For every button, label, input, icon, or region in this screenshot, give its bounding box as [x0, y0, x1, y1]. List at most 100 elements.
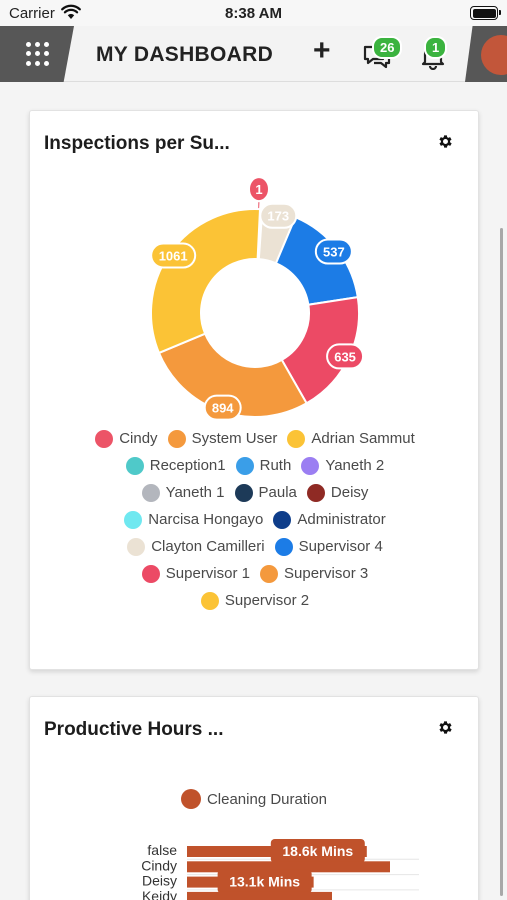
- legend-label: Cleaning Duration: [206, 790, 328, 808]
- legend-dot-icon: [306, 483, 325, 502]
- legend-label: Supervisor 3: [284, 565, 369, 582]
- legend-dot-icon: [141, 564, 160, 583]
- legend-label: Clayton Camilleri: [151, 538, 265, 555]
- legend-dot-icon: [234, 483, 253, 502]
- category-tick-label: Deisy: [142, 873, 177, 889]
- svg-text:173: 173: [267, 209, 289, 224]
- legend-label: Administrator: [297, 511, 386, 528]
- legend-label: Cindy: [119, 430, 158, 447]
- chart-legend: Cindy System User Adrian Sammut Reception1 R…: [30, 425, 480, 614]
- donut-data-label: 635: [326, 343, 365, 370]
- legend-label: Ruth: [259, 457, 292, 474]
- legend-item[interactable]: Reception1: [125, 456, 226, 475]
- bar-data-label: 18.6k Mins: [270, 839, 365, 863]
- inspections-card: Inspections per Su... 1 173 537 635 894 1061 …: [29, 110, 479, 670]
- legend-dot-icon: [274, 537, 293, 556]
- card-title: Productive Hours ...: [44, 719, 224, 740]
- bar[interactable]: [187, 861, 390, 873]
- legend-label: Yaneth 1: [165, 484, 225, 501]
- clock: 8:38 AM: [225, 5, 282, 22]
- legend-item[interactable]: Administrator: [273, 510, 386, 529]
- svg-text:537: 537: [323, 245, 345, 260]
- legend-item[interactable]: Supervisor 2: [200, 591, 310, 610]
- legend-dot-icon: [200, 591, 219, 610]
- svg-text:894: 894: [212, 401, 234, 416]
- battery-icon: [470, 6, 501, 20]
- profile-area[interactable]: [465, 26, 507, 82]
- legend-item[interactable]: Supervisor 1: [141, 564, 250, 583]
- legend-label: Paula: [258, 484, 297, 501]
- productive-hours-card: Productive Hours ... Cleaning Duration f…: [29, 696, 479, 900]
- donut-slice-supervisor-3[interactable]: [157, 332, 308, 418]
- legend-dot-icon: [235, 456, 254, 475]
- svg-text:18.6k Mins: 18.6k Mins: [282, 843, 353, 859]
- legend-item[interactable]: Ruth: [235, 456, 292, 475]
- status-bar: Carrier 8:38 AM: [0, 0, 507, 26]
- legend-item[interactable]: Paula: [234, 483, 297, 502]
- settings-gear-icon[interactable]: [437, 133, 454, 150]
- category-tick-label: Keidy: [142, 888, 177, 900]
- legend-item[interactable]: Cindy: [95, 429, 158, 448]
- legend-item[interactable]: Clayton Camilleri: [127, 537, 265, 556]
- svg-text:1: 1: [255, 182, 262, 197]
- wifi-icon: [61, 4, 81, 19]
- legend-item[interactable]: Narcisa Hongayo: [124, 510, 264, 529]
- donut-data-label: 894: [203, 394, 242, 421]
- svg-text:635: 635: [334, 349, 356, 364]
- donut-chart: 1 173 537 635 894 1061: [150, 176, 365, 421]
- svg-text:1061: 1061: [159, 249, 188, 264]
- bar-chart-legend: Cleaning Duration: [30, 789, 478, 809]
- app-grid-icon: [26, 42, 50, 66]
- legend-dot-icon: [124, 510, 143, 529]
- legend-label: Reception1: [149, 457, 226, 474]
- messages-count-badge: 26: [372, 36, 403, 59]
- legend-label: Narcisa Hongayo: [148, 511, 264, 528]
- legend-dot-icon: [125, 456, 144, 475]
- page-title: MY DASHBOARD: [96, 43, 274, 66]
- legend-item[interactable]: Yaneth 1: [141, 483, 225, 502]
- card-title: Inspections per Su...: [44, 133, 230, 154]
- legend-item[interactable]: Supervisor 3: [260, 564, 369, 583]
- legend-dot-icon: [180, 789, 201, 809]
- donut-data-label: 537: [314, 238, 353, 265]
- legend-item[interactable]: Supervisor 4: [274, 537, 383, 556]
- legend-item[interactable]: Adrian Sammut: [287, 429, 415, 448]
- menu-button[interactable]: [0, 26, 74, 82]
- legend-dot-icon: [301, 456, 320, 475]
- scrollbar[interactable]: [500, 228, 503, 896]
- legend-dot-icon: [260, 564, 278, 583]
- legend-dot-icon: [273, 510, 292, 529]
- legend-dot-icon: [287, 429, 306, 448]
- legend-label: Supervisor 2: [224, 592, 310, 609]
- notifications-count-badge: 1: [424, 36, 448, 59]
- legend-item[interactable]: Yaneth 2: [301, 456, 385, 475]
- add-button[interactable]: +: [313, 34, 331, 67]
- donut-data-label: 173: [259, 202, 298, 229]
- svg-text:13.1k Mins: 13.1k Mins: [229, 874, 300, 890]
- top-navigation-bar: MY DASHBOARD + 26 1: [0, 26, 507, 82]
- legend-label: Adrian Sammut: [311, 430, 415, 447]
- legend-dot-icon: [141, 483, 160, 502]
- carrier-label: Carrier: [9, 5, 55, 22]
- category-tick-label: Cindy: [141, 857, 177, 873]
- legend-label: Supervisor 1: [165, 565, 250, 582]
- donut-data-label: 1: [247, 176, 270, 203]
- settings-gear-icon[interactable]: [437, 719, 454, 736]
- donut-slice-supervisor-2[interactable]: [150, 208, 262, 355]
- legend-label: System User: [191, 430, 278, 447]
- legend-dot-icon: [95, 429, 114, 448]
- category-tick-label: false: [147, 842, 177, 858]
- donut-data-label: 1061: [150, 242, 197, 269]
- legend-label: Supervisor 4: [298, 538, 383, 555]
- legend-item[interactable]: Cleaning Duration: [180, 789, 328, 809]
- avatar[interactable]: [481, 35, 507, 75]
- legend-label: Deisy: [330, 484, 369, 501]
- legend-dot-icon: [127, 537, 146, 556]
- bar[interactable]: [187, 891, 332, 900]
- legend-item[interactable]: System User: [167, 429, 278, 448]
- legend-dot-icon: [167, 429, 186, 448]
- bar-data-label: 13.1k Mins: [217, 869, 312, 894]
- legend-label: Yaneth 2: [325, 457, 385, 474]
- legend-item[interactable]: Deisy: [306, 483, 369, 502]
